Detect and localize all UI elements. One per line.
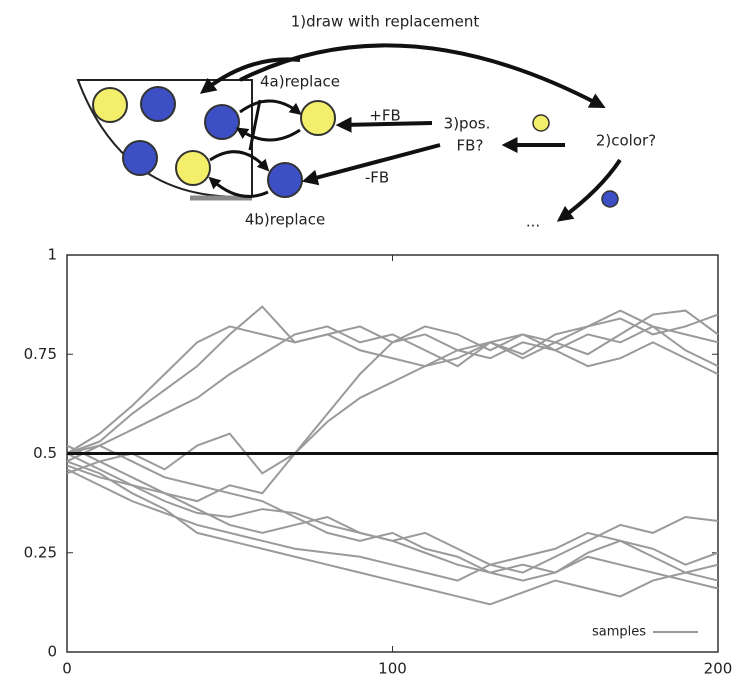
- label: FB?: [457, 137, 484, 155]
- ball-blue: [140, 86, 176, 122]
- arrow: [208, 176, 269, 198]
- ball-blue: [267, 162, 303, 198]
- ball-blue: [204, 104, 240, 140]
- sample-line: [66, 468, 719, 582]
- y-tick-label: 0.75: [24, 345, 57, 363]
- arrow: [209, 150, 270, 172]
- legend-label: samples: [592, 625, 646, 640]
- y-tick-label: 0.25: [24, 543, 57, 561]
- ball-yellow: [92, 87, 128, 123]
- diagram: 1)draw with replacement 4a)replace +FB 3…: [76, 13, 656, 231]
- ball-blue: [122, 140, 158, 176]
- x-tick-label: 0: [62, 660, 72, 678]
- sample-line: [66, 452, 719, 590]
- x-tick-label: 200: [704, 660, 733, 678]
- label: 1)draw with replacement: [291, 13, 480, 31]
- label: ...: [526, 213, 540, 231]
- ball-blue-small: [601, 190, 619, 208]
- sample-line: [66, 333, 719, 503]
- sample-line: [66, 309, 719, 475]
- arrow: [239, 99, 302, 115]
- arrow: [199, 57, 301, 94]
- y-tick-label: 0.5: [33, 444, 57, 462]
- arrow: [236, 127, 301, 142]
- label: 3)pos.: [444, 115, 491, 133]
- arrow: [248, 99, 262, 151]
- sample-line: [66, 309, 719, 463]
- sample-line: [66, 444, 719, 574]
- arrow: [301, 143, 441, 186]
- sample-line: [66, 313, 719, 455]
- label: 2)color?: [596, 132, 656, 150]
- arrow: [239, 43, 606, 108]
- y-tick-label: 1: [47, 246, 57, 264]
- x-tick-label: 100: [378, 660, 407, 678]
- ball-yellow-small: [532, 114, 550, 132]
- label: -FB: [365, 169, 389, 187]
- label: +FB: [369, 107, 401, 125]
- ball-yellow: [300, 100, 336, 136]
- sample-line: [66, 444, 719, 574]
- ball-yellow: [175, 150, 211, 186]
- arrow: [556, 158, 622, 222]
- arrow: [335, 116, 433, 133]
- label: 4a)replace: [260, 73, 340, 91]
- chart: 0 0.25 0.5 0.75 1 0 100 200 samples: [24, 246, 733, 678]
- y-tick-label: 0: [47, 643, 57, 661]
- label: 4b)replace: [245, 211, 325, 229]
- sample-line: [66, 305, 719, 455]
